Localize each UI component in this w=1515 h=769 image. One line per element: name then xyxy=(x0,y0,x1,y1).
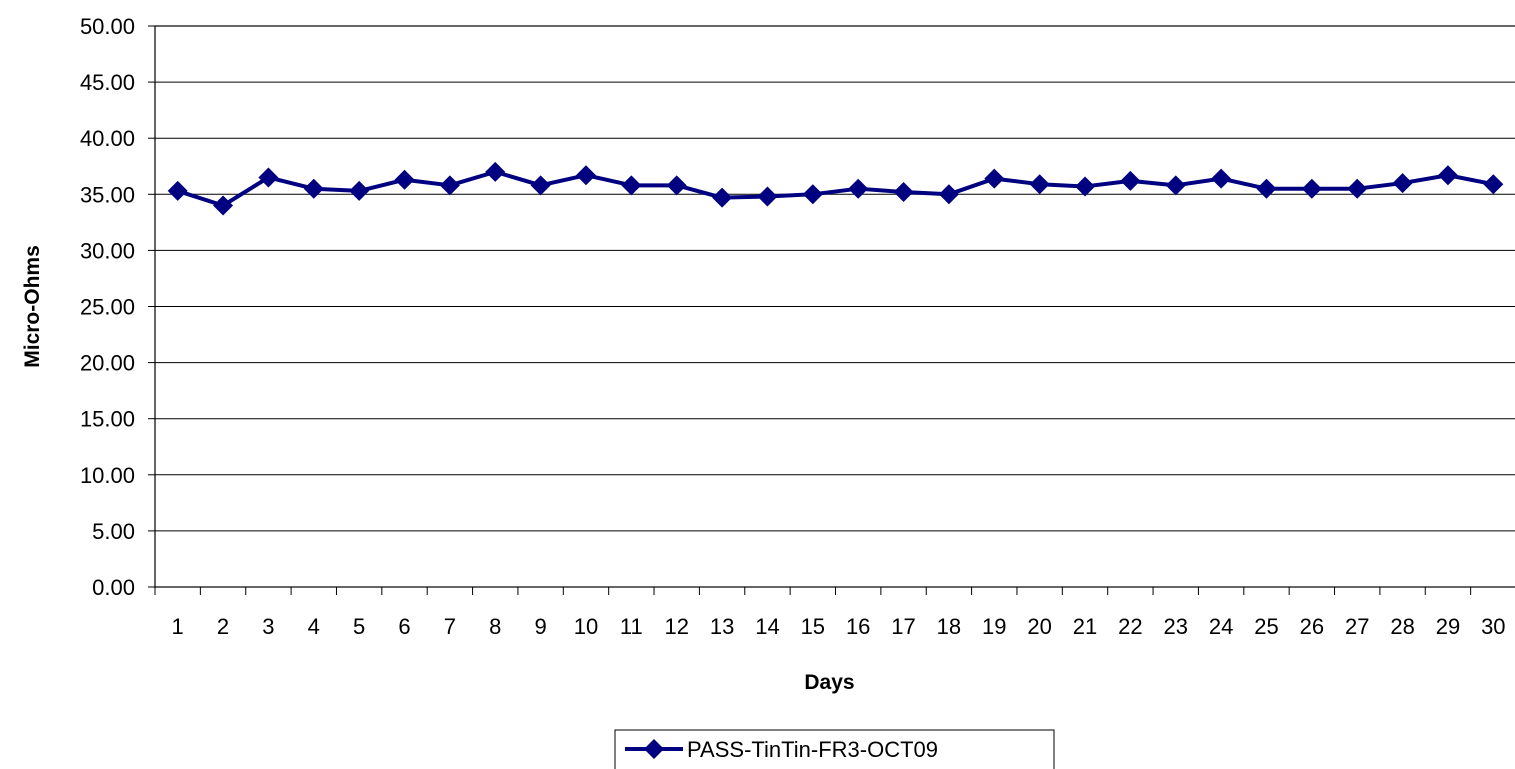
x-tick-label: 11 xyxy=(620,614,643,639)
y-tick-label: 35.00 xyxy=(80,182,135,207)
x-tick-label: 4 xyxy=(308,614,320,639)
data-point xyxy=(167,180,188,201)
x-tick-label: 28 xyxy=(1390,614,1414,639)
x-tick-label: 13 xyxy=(710,614,734,639)
legend: PASS-TinTin-FR3-OCT09 xyxy=(614,729,1055,769)
data-point xyxy=(575,165,596,186)
data-point xyxy=(1483,174,1504,195)
x-tick-label: 21 xyxy=(1073,614,1097,639)
x-axis: 1 2 3 4 5 6 7 8 9 10 11 12 13 14 15 16 17 18 19 20 21 22 23 24 2… xyxy=(154,587,1506,639)
x-tick-label: 6 xyxy=(398,614,410,639)
x-tick-label: 3 xyxy=(262,614,274,639)
x-tick-label: 18 xyxy=(937,614,961,639)
data-point xyxy=(1347,178,1368,199)
x-tick-label: 16 xyxy=(846,614,870,639)
y-axis: 0.00 5.00 10.00 15.00 20.00 25.00 30.00 35.00 40… xyxy=(80,14,155,600)
y-tick-label: 25.00 xyxy=(80,295,135,320)
data-point xyxy=(802,184,823,205)
x-tick-label: 30 xyxy=(1481,614,1505,639)
data-point xyxy=(984,168,1005,189)
data-point xyxy=(394,169,415,190)
x-tick-label: 5 xyxy=(353,614,365,639)
data-point xyxy=(530,175,551,196)
y-tick-label: 0.00 xyxy=(92,575,135,600)
data-point xyxy=(349,180,370,201)
x-tick-label: 27 xyxy=(1345,614,1369,639)
data-point xyxy=(1075,176,1096,197)
data-point xyxy=(485,161,506,182)
x-tick-label: 10 xyxy=(574,614,598,639)
data-point xyxy=(258,167,279,188)
legend-diamond-marker xyxy=(644,739,664,759)
y-tick-label: 50.00 xyxy=(80,14,135,39)
x-tick-label: 20 xyxy=(1027,614,1051,639)
data-point xyxy=(303,178,324,199)
x-tick-label: 2 xyxy=(217,614,229,639)
x-tick-label: 26 xyxy=(1300,614,1324,639)
data-point xyxy=(666,175,687,196)
x-tick-label: 23 xyxy=(1164,614,1188,639)
y-tick-label: 15.00 xyxy=(80,407,135,432)
x-tick-label: 29 xyxy=(1436,614,1460,639)
data-point xyxy=(1211,168,1232,189)
data-point xyxy=(439,175,460,196)
y-tick-label: 10.00 xyxy=(80,463,135,488)
data-point xyxy=(213,195,234,216)
data-point xyxy=(712,187,733,208)
x-tick-label: 19 xyxy=(982,614,1006,639)
series-layer xyxy=(167,161,1504,216)
data-point xyxy=(848,178,869,199)
data-point xyxy=(1301,178,1322,199)
gridlines xyxy=(155,25,1515,588)
data-point xyxy=(1392,173,1413,194)
y-tick-label: 45.00 xyxy=(80,70,135,95)
y-tick-label: 30.00 xyxy=(80,238,135,263)
x-axis-title: Days xyxy=(804,671,854,694)
x-tick-label: 17 xyxy=(891,614,915,639)
x-tick-label: 1 xyxy=(172,614,184,639)
legend-box xyxy=(614,729,1055,769)
x-tick-label: 9 xyxy=(534,614,546,639)
data-point xyxy=(1437,165,1458,186)
y-tick-label: 20.00 xyxy=(80,351,135,376)
y-tick-label: 40.00 xyxy=(80,126,135,151)
legend-entry-label: PASS-TinTin-FR3-OCT09 xyxy=(687,737,938,762)
x-tick-label: 14 xyxy=(755,614,779,639)
data-point xyxy=(757,186,778,207)
data-point xyxy=(1165,175,1186,196)
data-point xyxy=(1120,170,1141,191)
x-tick-label: 7 xyxy=(444,614,456,639)
data-point xyxy=(1256,178,1277,199)
x-tick-label: 24 xyxy=(1209,614,1233,639)
data-point xyxy=(938,184,959,205)
y-tick-label: 5.00 xyxy=(92,519,135,544)
data-point xyxy=(893,182,914,203)
y-axis-title: Micro-Ohms xyxy=(21,245,44,368)
data-point xyxy=(1029,174,1050,195)
x-tick-label: 15 xyxy=(801,614,825,639)
x-tick-label: 25 xyxy=(1254,614,1278,639)
data-point xyxy=(621,175,642,196)
series-line xyxy=(177,169,1494,208)
x-tick-label: 8 xyxy=(489,614,501,639)
x-tick-label: 12 xyxy=(664,614,688,639)
x-tick-label: 22 xyxy=(1118,614,1142,639)
